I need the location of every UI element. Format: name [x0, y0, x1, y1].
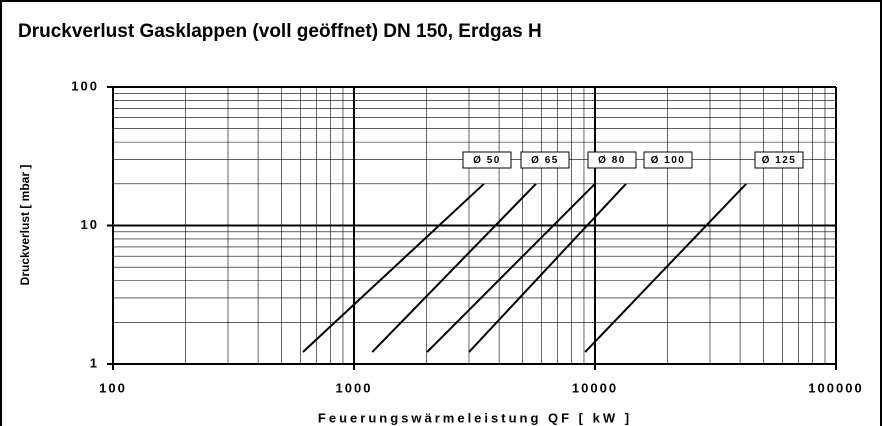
- series-name: Ø 80: [598, 155, 626, 166]
- series-name: Ø 125: [762, 155, 797, 166]
- label-box: [462, 151, 512, 169]
- y-tick-label: 1: [90, 355, 99, 370]
- x-tick-label: 1000: [336, 380, 373, 395]
- series-label: Ø 80: [587, 151, 637, 169]
- label-box: [587, 151, 637, 169]
- series-name: Ø 100: [651, 155, 686, 166]
- y-tick-label: 100: [71, 78, 99, 93]
- series-label: Ø 65: [520, 151, 570, 169]
- series-label: Ø 125: [754, 151, 804, 169]
- label-box: [643, 151, 693, 169]
- label-box: [754, 151, 804, 169]
- line: [468, 183, 627, 353]
- label-box: [520, 151, 570, 169]
- line: [426, 183, 596, 353]
- series-name: Ø 65: [531, 155, 559, 166]
- x-tick-label: 10000: [572, 380, 618, 395]
- chart-title: Druckverlust Gasklappen (voll geöffnet) …: [18, 21, 542, 42]
- series-label: Ø 50: [462, 151, 512, 169]
- line: [302, 183, 485, 353]
- x-tick-label: 100000: [808, 380, 863, 395]
- y-axis-label: Druckverlust [ mbar ]: [18, 165, 32, 286]
- series-name: Ø 50: [473, 155, 501, 166]
- x-axis-label: Feuerungswärmeleistung QF [ kW ]: [318, 410, 632, 425]
- x-tick-label: 100: [99, 380, 127, 395]
- series-label: Ø 100: [643, 151, 693, 169]
- y-tick-label: 10: [81, 217, 99, 232]
- line: [584, 183, 747, 353]
- line: [371, 183, 537, 353]
